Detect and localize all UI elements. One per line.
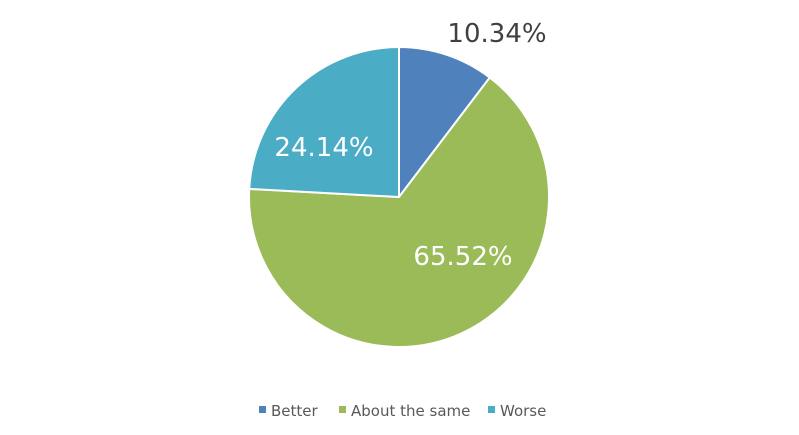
data-label: 10.34% xyxy=(447,19,546,49)
legend-label: Worse xyxy=(500,402,546,420)
legend-swatch xyxy=(488,406,495,413)
legend-label: Better xyxy=(271,402,319,420)
pie-slice-better xyxy=(398,46,491,198)
legend-swatch xyxy=(339,406,346,413)
pie-slice-worse xyxy=(248,46,400,198)
data-label: 65.52% xyxy=(413,242,512,272)
legend-swatch xyxy=(259,406,266,413)
legend-label: About the same xyxy=(351,402,470,420)
data-label: 24.14% xyxy=(274,133,373,163)
pie-slice-about-the-same xyxy=(248,76,550,348)
